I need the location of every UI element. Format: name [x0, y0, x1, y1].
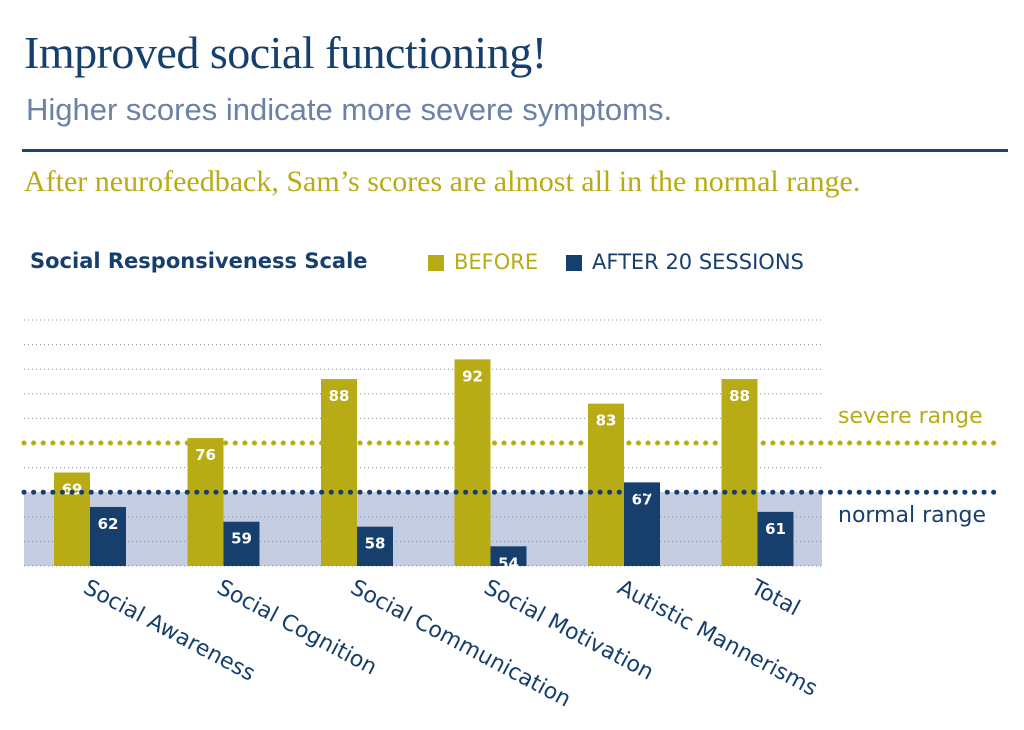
data-label-before: 88	[329, 387, 350, 405]
severe-range-label: severe range	[838, 404, 983, 429]
bar-after	[90, 506, 126, 566]
category-label: Social Communication	[346, 575, 575, 712]
legend-after: AFTER 20 SESSIONS	[566, 252, 804, 273]
legend-after-swatch	[566, 254, 582, 271]
data-label-after: 59	[231, 530, 252, 548]
bar-before	[721, 379, 758, 566]
data-label-before: 76	[195, 446, 216, 464]
legend-before-swatch	[428, 254, 444, 271]
normal-range-label: normal range	[838, 503, 987, 528]
normal-range-band	[24, 492, 822, 566]
bar-after	[757, 511, 794, 566]
data-label-before: 92	[462, 367, 483, 385]
data-label-before: 69	[62, 481, 83, 499]
data-label-after: 67	[632, 490, 653, 508]
bar-after	[357, 526, 393, 566]
page-subtitle: Higher scores indicate more severe sympt…	[26, 92, 673, 127]
data-label-after: 62	[98, 515, 119, 533]
category-label: Total	[746, 575, 804, 622]
data-label-before: 83	[596, 412, 617, 430]
data-label-before: 88	[729, 387, 750, 405]
bar-before	[187, 438, 224, 566]
header-divider	[22, 149, 1008, 152]
bar-after	[223, 521, 260, 566]
chart-title: Social Responsiveness Scale	[30, 249, 368, 273]
data-label-after: 54	[498, 554, 519, 572]
legend-after-label: AFTER 20 SESSIONS	[592, 250, 804, 274]
legend-before: BEFORE	[428, 252, 538, 273]
bar-after	[490, 546, 527, 566]
bar-after	[624, 482, 660, 566]
data-label-after: 61	[765, 520, 786, 538]
page-title: Improved social functioning!	[24, 27, 547, 78]
bar-before	[454, 359, 491, 566]
legend-before-label: BEFORE	[454, 250, 539, 274]
bar-before	[588, 403, 624, 566]
bar-before	[321, 379, 357, 566]
bar-before	[54, 472, 90, 566]
data-label-after: 58	[365, 535, 386, 553]
summary-note: After neurofeedback, Sam’s scores are al…	[24, 165, 861, 198]
